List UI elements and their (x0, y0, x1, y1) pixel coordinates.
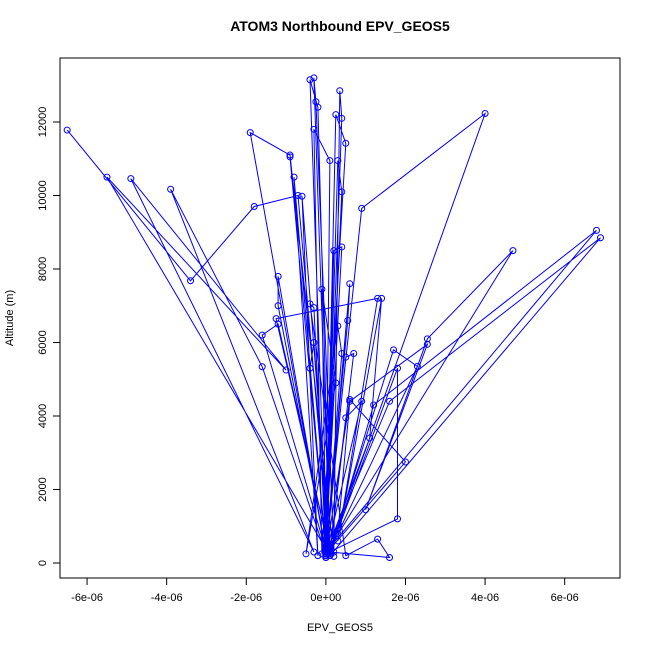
data-point (338, 243, 346, 251)
x-axis-label: EPV_GEOS5 (307, 622, 373, 634)
data-point (310, 304, 318, 312)
data-point (306, 364, 314, 372)
data-point (127, 175, 135, 183)
x-tick-label: 4e-06 (471, 592, 499, 604)
data-point (326, 552, 334, 560)
y-tick-label: 0 (37, 560, 49, 566)
data-point (310, 125, 318, 133)
data-point (342, 139, 350, 147)
data-point (370, 401, 378, 409)
data-point (306, 300, 314, 308)
data-point (346, 395, 354, 403)
data-point (286, 151, 294, 159)
data-point (103, 173, 111, 181)
chart-title: ATOM3 Northbound EPV_GEOS5 (230, 18, 450, 34)
data-point (272, 315, 280, 323)
data-point (413, 362, 421, 370)
data-point (286, 153, 294, 161)
data-point (322, 544, 330, 552)
y-axis-label: Altitude (m) (4, 290, 16, 346)
data-point (167, 185, 175, 193)
data-point (386, 553, 394, 561)
data-point (358, 397, 366, 405)
data-point (330, 548, 338, 556)
data-point (334, 322, 342, 330)
data-point (310, 548, 318, 556)
data-point (334, 157, 342, 165)
y-tick-label: 4000 (37, 404, 49, 428)
data-point (258, 363, 266, 371)
y-tick-label: 12000 (37, 107, 49, 138)
data-point (314, 552, 322, 560)
data-point (322, 552, 330, 560)
x-tick-label: 6e-06 (551, 592, 579, 604)
data-point (374, 535, 382, 543)
data-point (187, 277, 195, 285)
x-tick-label: 0e+00 (310, 592, 341, 604)
data-point (326, 157, 334, 165)
y-tick-label: 8000 (37, 257, 49, 281)
data-point (366, 434, 374, 442)
data-point (346, 397, 354, 405)
data-point (596, 234, 604, 242)
data-point (386, 397, 394, 405)
data-point (312, 98, 320, 106)
data-point (374, 294, 382, 302)
x-tick-label: 2e-06 (391, 592, 419, 604)
data-point (401, 458, 409, 466)
data-point (332, 111, 340, 119)
data-point (362, 506, 370, 514)
data-point (318, 285, 326, 293)
data-point (350, 350, 358, 358)
data-point (326, 548, 334, 556)
data-point (294, 191, 302, 199)
data-point (394, 364, 402, 372)
data-point (338, 350, 346, 358)
data-point (250, 203, 258, 211)
data-point (346, 280, 354, 288)
data-point (394, 515, 402, 523)
data-line (66, 77, 601, 559)
data-point (336, 87, 344, 95)
x-tick-label: -2e-06 (230, 592, 262, 604)
data-point (330, 247, 338, 255)
data-point (298, 192, 306, 200)
x-tick-label: -6e-06 (71, 592, 103, 604)
data-point (378, 294, 386, 302)
data-point (302, 550, 310, 558)
data-point (344, 316, 352, 324)
y-tick-label: 10000 (37, 180, 49, 211)
data-point (322, 553, 330, 561)
data-point (318, 550, 326, 558)
data-point (334, 530, 342, 538)
x-tick-label: -4e-06 (151, 592, 183, 604)
data-point (326, 550, 334, 558)
data-point (290, 173, 298, 181)
data-point (63, 126, 71, 134)
data-point (310, 74, 318, 82)
data-point (338, 114, 346, 122)
data-point (334, 537, 342, 545)
data-point (310, 338, 318, 346)
data-point (338, 188, 346, 196)
data-point (390, 346, 398, 354)
data-point (358, 204, 366, 212)
data-point (481, 110, 489, 118)
data-point (342, 552, 350, 560)
data-point (332, 379, 340, 387)
y-tick-label: 2000 (37, 477, 49, 501)
data-point (274, 272, 282, 280)
data-point (423, 340, 431, 348)
y-tick-label: 6000 (37, 330, 49, 354)
data-point (342, 414, 350, 422)
data-point (509, 247, 517, 255)
data-point (342, 353, 350, 361)
data-point (274, 302, 282, 310)
data-point (306, 76, 314, 84)
data-point (246, 129, 254, 137)
data-point (593, 226, 601, 234)
data-point (258, 331, 266, 339)
data-point (282, 366, 290, 374)
